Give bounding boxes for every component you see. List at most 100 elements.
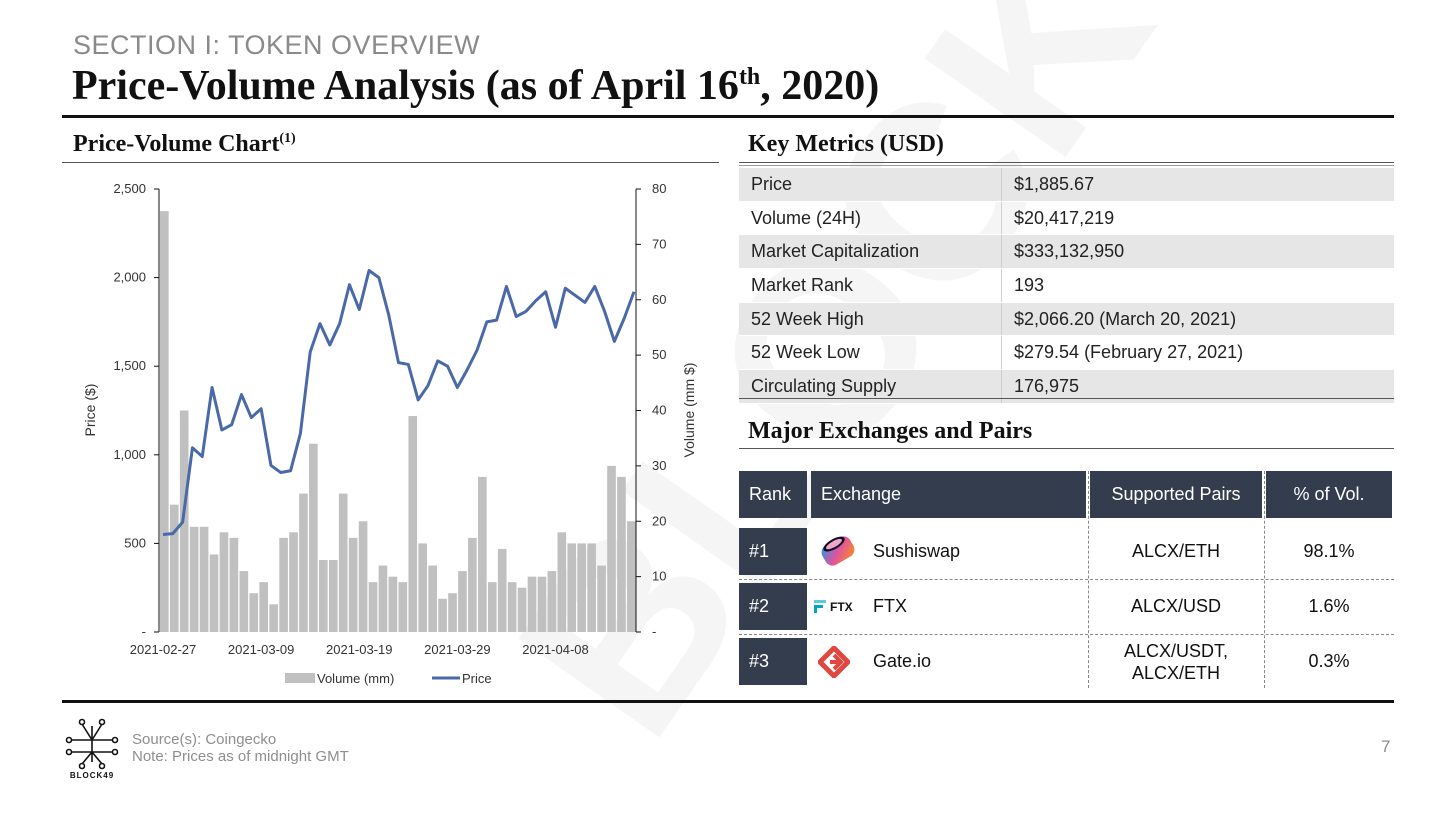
- exchange-pct: 1.6%: [1308, 596, 1350, 616]
- ftx-logo-text: FTX: [830, 600, 853, 614]
- exchange-pct: 0.3%: [1308, 651, 1350, 671]
- volume-bar: [259, 582, 269, 632]
- header-exchange: Exchange: [811, 471, 1086, 518]
- volume-bar: [577, 543, 587, 632]
- volume-bar: [209, 554, 219, 632]
- right-tick-label: 50: [652, 347, 666, 362]
- divider: [739, 634, 1394, 635]
- key-metrics-table: Price $1,885.67 Volume (24H) $20,417,219 Mar…: [739, 168, 1394, 404]
- volume-bar: [199, 526, 209, 632]
- exchanges-heading: Major Exchanges and Pairs: [748, 418, 1033, 444]
- legend-price-label: Price: [462, 671, 492, 686]
- exchanges-heading-rule: [739, 448, 1394, 449]
- ftx-logo-icon: FTX: [814, 600, 853, 614]
- key-metrics-bottom-rule: [739, 398, 1394, 399]
- x-axis-ticks: 2021-02-27 2021-03-09 2021-03-19 2021-03-29…: [130, 642, 589, 657]
- left-tick-label: -: [142, 624, 146, 639]
- metric-row: Price $1,885.67: [739, 168, 1394, 202]
- volume-bar: [368, 582, 378, 632]
- midnight-note: Note: Prices as of midnight GMT: [132, 748, 349, 765]
- exchange-pairs: ALCX/USDT, ALCX/ETH: [1123, 640, 1229, 683]
- volume-bar: [627, 521, 636, 632]
- right-tick-label: 20: [652, 513, 666, 528]
- volume-bar: [269, 604, 278, 632]
- legend-volume-swatch: [285, 673, 315, 683]
- right-tick-label: 30: [652, 458, 666, 473]
- y2-axis-label: Volume (mm $): [681, 363, 697, 458]
- volume-bar: [338, 493, 348, 632]
- volume-bar: [617, 476, 626, 632]
- volume-bar: [547, 571, 557, 632]
- volume-bar: [219, 532, 229, 632]
- volume-bar: [239, 571, 249, 632]
- metric-value: $333,132,950: [1001, 234, 1394, 270]
- exchange-pairs: ALCX/USD: [1130, 596, 1222, 616]
- metric-label: Market Capitalization: [739, 234, 1002, 270]
- chart-heading-rule: [62, 162, 719, 163]
- metric-row: 52 Week High $2,066.20 (March 20, 2021): [739, 302, 1394, 337]
- volume-bar: [408, 416, 418, 632]
- right-tick-label: -: [652, 624, 656, 639]
- exchange-rank: #2: [739, 583, 807, 630]
- volume-bar: [358, 521, 368, 632]
- right-tick-label: 10: [652, 569, 666, 584]
- volume-bar: [527, 576, 537, 633]
- metric-value: $279.54 (February 27, 2021): [1001, 335, 1394, 371]
- metric-label: 52 Week High: [739, 302, 1002, 337]
- page-number: 7: [1381, 737, 1391, 756]
- price-volume-chart: 2,500 2,000 1,500 1,000 500 - 80 70 60 50 40 30 20 1…: [82, 181, 697, 686]
- metric-label: Market Rank: [739, 268, 1002, 303]
- right-tick-label: 70: [652, 236, 666, 251]
- volume-bar: [428, 565, 437, 632]
- key-metrics-heading: Key Metrics (USD): [748, 131, 944, 157]
- volume-bar: [229, 537, 239, 632]
- volume-bar: [587, 543, 596, 632]
- header-rule: [62, 115, 1394, 118]
- volume-bar: [299, 493, 308, 632]
- section-label: SECTION I: TOKEN OVERVIEW: [73, 30, 481, 60]
- sushiswap-logo-icon: [821, 536, 855, 566]
- exchange-name: Sushiswap: [873, 541, 961, 561]
- volume-bar: [279, 537, 288, 632]
- metric-value: $20,417,219: [1001, 201, 1394, 236]
- price-line: [162, 269, 636, 537]
- header-rank: Rank: [739, 471, 807, 518]
- metric-row: Market Capitalization $333,132,950: [739, 234, 1394, 270]
- volume-bar: [309, 443, 318, 632]
- volume-bar: [537, 576, 547, 633]
- volume-bar: [289, 532, 298, 632]
- right-tick-label: 60: [652, 292, 666, 307]
- exchange-rank: #3: [739, 638, 807, 685]
- metric-label: 52 Week Low: [739, 335, 1002, 371]
- divider: [739, 579, 1394, 580]
- metric-label: Price: [739, 168, 1002, 202]
- right-tick-label: 40: [652, 403, 666, 418]
- metric-value: 193: [1001, 268, 1394, 303]
- footer-notes: Source(s): Coingecko Note: Prices as of …: [132, 731, 349, 765]
- volume-bar: [487, 582, 497, 632]
- volume-bars: [160, 211, 636, 633]
- volume-bar: [438, 598, 447, 632]
- x-tick-label: 2021-03-19: [326, 642, 393, 657]
- volume-bar: [458, 571, 467, 632]
- metric-value: $1,885.67: [1001, 168, 1394, 202]
- volume-bar: [169, 504, 179, 632]
- volume-bar: [448, 593, 457, 632]
- gateio-logo-icon: [818, 646, 850, 678]
- volume-bar: [478, 476, 487, 632]
- page-title: Price-Volume Analysis (as of April 16th,…: [72, 63, 880, 109]
- metric-row: Volume (24H) $20,417,219: [739, 201, 1394, 236]
- x-tick-label: 2021-02-27: [130, 642, 197, 657]
- volume-bar: [388, 576, 398, 633]
- volume-bar: [497, 548, 507, 632]
- exchange-name: FTX: [873, 596, 907, 616]
- right-axis-ticks: 80 70 60 50 40 30 20 10 -: [636, 181, 666, 639]
- volume-bar: [557, 532, 567, 632]
- volume-bar: [507, 582, 517, 632]
- volume-bar: [607, 465, 616, 633]
- left-tick-label: 2,500: [113, 181, 146, 196]
- exchange-pairs: ALCX/ETH: [1131, 541, 1221, 561]
- volume-bar: [160, 211, 169, 632]
- x-tick-label: 2021-03-29: [424, 642, 491, 657]
- volume-bar: [597, 565, 606, 632]
